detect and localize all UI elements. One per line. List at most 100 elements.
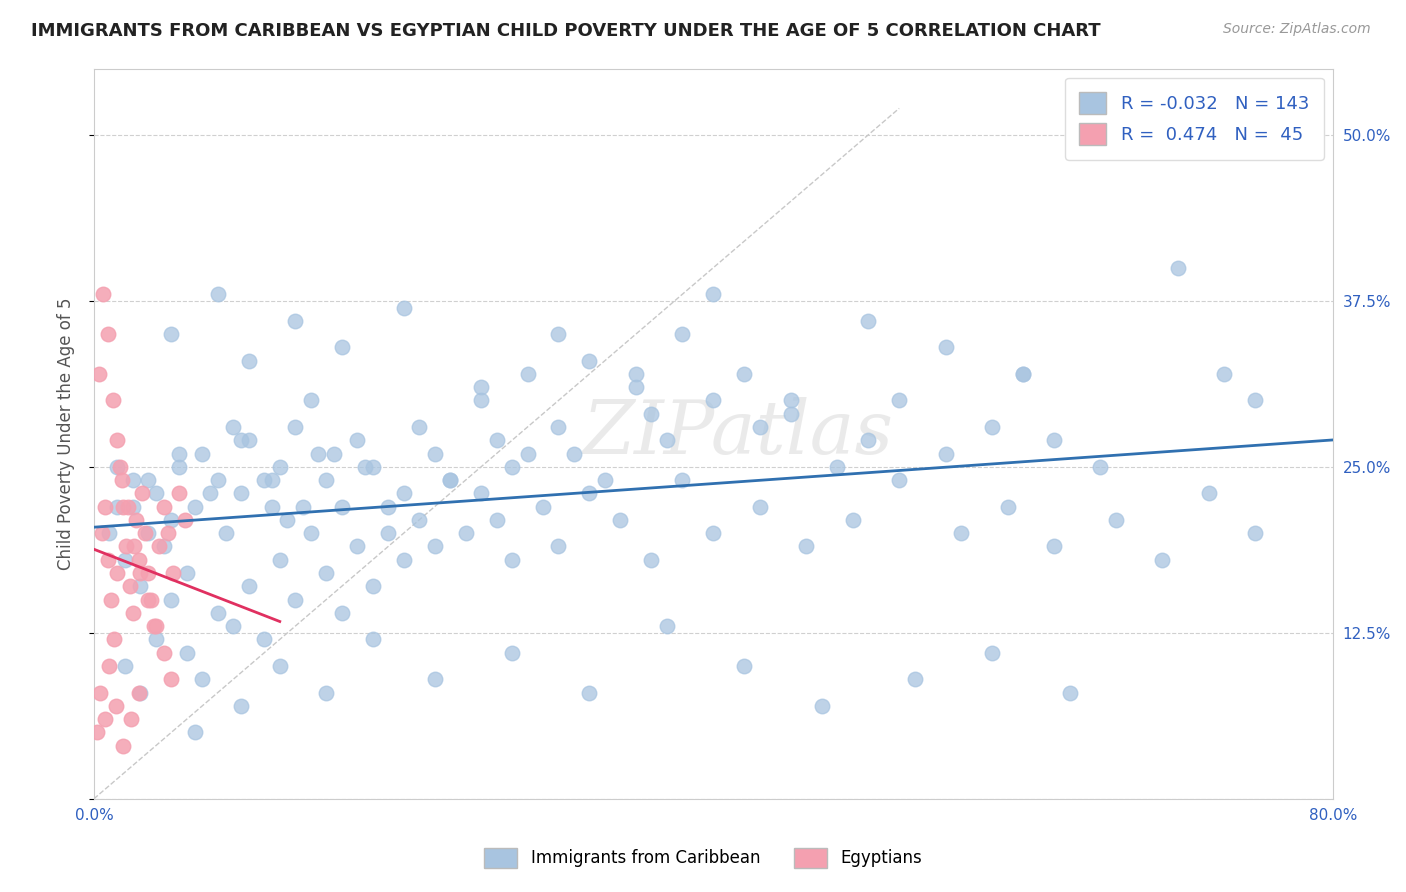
Point bbox=[516, 446, 538, 460]
Point bbox=[117, 500, 139, 514]
Point bbox=[578, 353, 600, 368]
Point bbox=[547, 420, 569, 434]
Point bbox=[104, 698, 127, 713]
Point bbox=[131, 486, 153, 500]
Point bbox=[120, 712, 142, 726]
Point bbox=[423, 540, 446, 554]
Point bbox=[889, 473, 911, 487]
Point bbox=[176, 646, 198, 660]
Point bbox=[145, 619, 167, 633]
Point bbox=[702, 526, 724, 541]
Point bbox=[198, 486, 221, 500]
Point bbox=[1244, 393, 1267, 408]
Point bbox=[624, 367, 647, 381]
Point bbox=[121, 606, 143, 620]
Point bbox=[86, 725, 108, 739]
Point bbox=[134, 526, 156, 541]
Point bbox=[191, 446, 214, 460]
Point bbox=[392, 486, 415, 500]
Point bbox=[105, 566, 128, 580]
Point bbox=[1043, 540, 1066, 554]
Point bbox=[114, 659, 136, 673]
Point bbox=[323, 446, 346, 460]
Point bbox=[516, 367, 538, 381]
Point bbox=[157, 526, 180, 541]
Point bbox=[671, 473, 693, 487]
Legend: Immigrants from Caribbean, Egyptians: Immigrants from Caribbean, Egyptians bbox=[478, 841, 928, 875]
Point bbox=[160, 513, 183, 527]
Point bbox=[361, 632, 384, 647]
Point bbox=[562, 446, 585, 460]
Point bbox=[269, 659, 291, 673]
Point bbox=[176, 566, 198, 580]
Point bbox=[794, 540, 817, 554]
Point bbox=[222, 420, 245, 434]
Point bbox=[501, 459, 523, 474]
Point bbox=[779, 393, 801, 408]
Point bbox=[578, 486, 600, 500]
Point bbox=[129, 685, 152, 699]
Point bbox=[253, 632, 276, 647]
Point bbox=[377, 526, 399, 541]
Point bbox=[122, 540, 145, 554]
Point bbox=[501, 553, 523, 567]
Point bbox=[981, 420, 1004, 434]
Point bbox=[148, 540, 170, 554]
Point bbox=[112, 739, 135, 753]
Point bbox=[609, 513, 631, 527]
Point bbox=[485, 513, 508, 527]
Point bbox=[1012, 367, 1035, 381]
Point bbox=[207, 473, 229, 487]
Point bbox=[160, 327, 183, 342]
Point bbox=[136, 473, 159, 487]
Point bbox=[253, 473, 276, 487]
Point bbox=[454, 526, 477, 541]
Point bbox=[346, 540, 368, 554]
Point bbox=[284, 592, 307, 607]
Point bbox=[222, 619, 245, 633]
Point bbox=[330, 500, 353, 514]
Legend: R = -0.032   N = 143, R =  0.474   N =  45: R = -0.032 N = 143, R = 0.474 N = 45 bbox=[1064, 78, 1324, 160]
Point bbox=[779, 407, 801, 421]
Point bbox=[260, 500, 283, 514]
Point bbox=[1105, 513, 1128, 527]
Point bbox=[136, 526, 159, 541]
Y-axis label: Child Poverty Under the Age of 5: Child Poverty Under the Age of 5 bbox=[58, 297, 75, 570]
Point bbox=[935, 340, 957, 354]
Point bbox=[110, 459, 132, 474]
Point bbox=[640, 553, 662, 567]
Point bbox=[87, 367, 110, 381]
Point bbox=[997, 500, 1019, 514]
Point bbox=[346, 434, 368, 448]
Point bbox=[655, 619, 678, 633]
Point bbox=[111, 473, 134, 487]
Point bbox=[105, 434, 128, 448]
Point bbox=[748, 500, 770, 514]
Point bbox=[858, 314, 880, 328]
Point bbox=[112, 500, 135, 514]
Point bbox=[547, 540, 569, 554]
Point bbox=[229, 486, 252, 500]
Point bbox=[470, 380, 492, 394]
Point bbox=[1167, 260, 1189, 275]
Point bbox=[284, 314, 307, 328]
Point bbox=[129, 579, 152, 593]
Point bbox=[1244, 526, 1267, 541]
Point bbox=[547, 327, 569, 342]
Point bbox=[229, 698, 252, 713]
Point bbox=[377, 500, 399, 514]
Point bbox=[702, 393, 724, 408]
Point bbox=[167, 446, 190, 460]
Point bbox=[361, 459, 384, 474]
Point bbox=[136, 566, 159, 580]
Point bbox=[125, 513, 148, 527]
Point bbox=[578, 685, 600, 699]
Point bbox=[810, 698, 832, 713]
Point bbox=[1213, 367, 1236, 381]
Point bbox=[167, 486, 190, 500]
Point bbox=[145, 486, 167, 500]
Point bbox=[1059, 685, 1081, 699]
Point bbox=[167, 459, 190, 474]
Point bbox=[655, 434, 678, 448]
Point bbox=[354, 459, 377, 474]
